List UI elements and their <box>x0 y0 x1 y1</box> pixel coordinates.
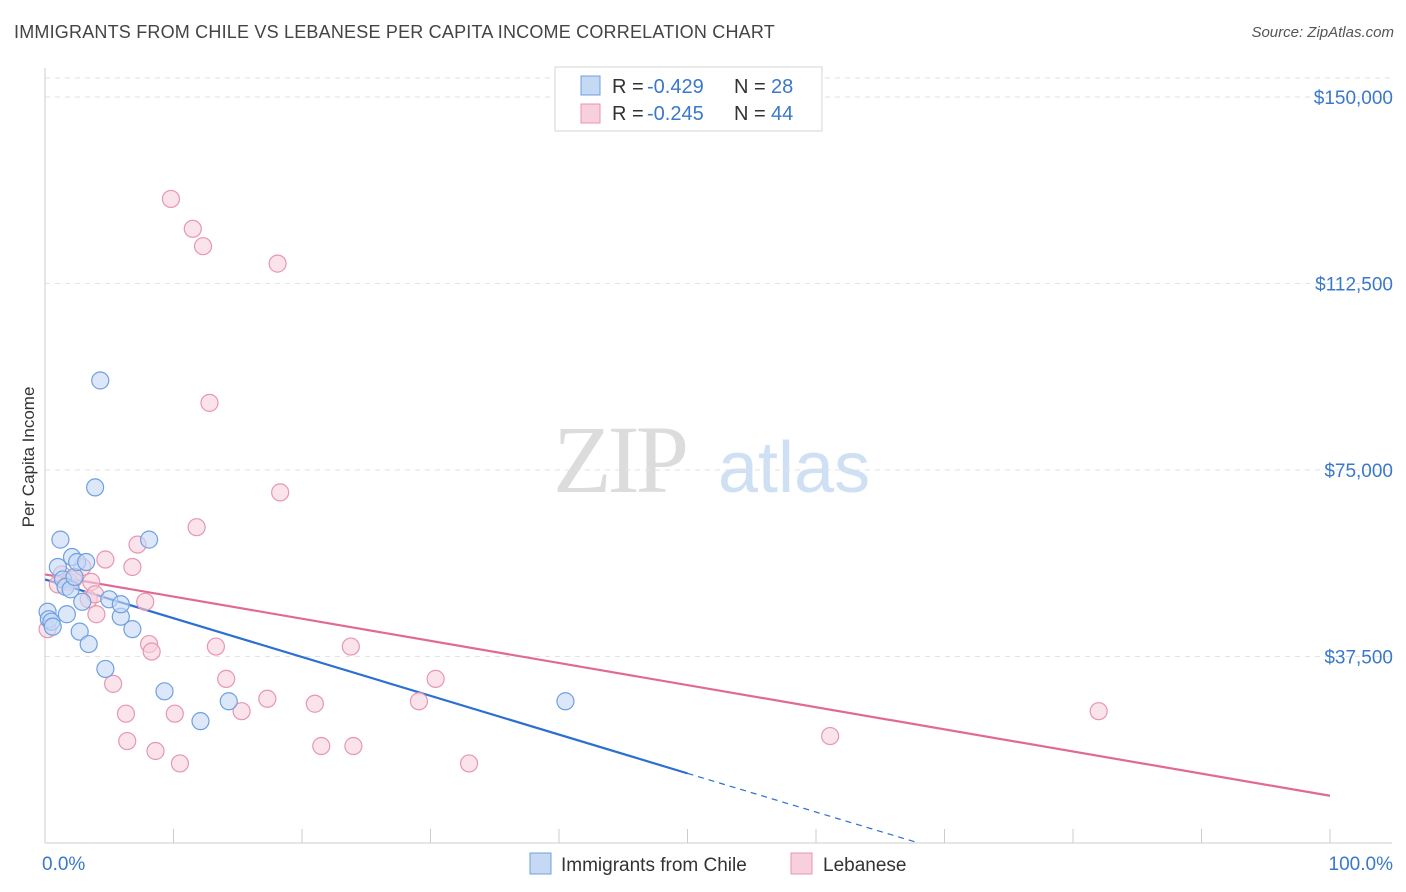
y-tick-label: $112,500 <box>1315 275 1393 296</box>
stats-legend: R = -0.429 N = 28 R = -0.245 N = 44 <box>554 66 823 132</box>
point-chile <box>65 567 84 587</box>
point-chile <box>219 692 238 711</box>
point-lebanese <box>118 731 137 751</box>
point-chile <box>556 692 575 711</box>
point-chile <box>139 530 159 549</box>
point-chile <box>70 622 89 641</box>
trend-line-chile <box>44 578 688 775</box>
legend-swatch-lebanese <box>580 103 601 124</box>
series-legend-label-chile: Immigrants from Chile <box>561 855 747 876</box>
point-lebanese <box>146 741 165 761</box>
point-lebanese <box>200 393 219 412</box>
point-chile <box>86 478 105 497</box>
series-legend-swatch-chile <box>529 852 552 875</box>
point-chile <box>155 682 174 701</box>
point-lebanese <box>170 754 190 773</box>
point-lebanese <box>217 669 236 688</box>
point-chile <box>79 634 98 654</box>
point-lebanese <box>123 557 142 577</box>
legend-r-value-chile: -0.429 <box>647 76 704 98</box>
point-lebanese <box>821 726 840 746</box>
trend-line-extension-chile <box>687 772 919 844</box>
point-chile <box>96 659 115 679</box>
chart-source: Source: ZipAtlas.com <box>1251 24 1394 41</box>
point-chile <box>57 605 76 624</box>
legend-n-value-chile: 28 <box>771 76 793 98</box>
point-lebanese <box>268 254 287 273</box>
point-lebanese <box>136 592 155 611</box>
point-chile <box>73 592 92 611</box>
point-lebanese <box>258 689 277 708</box>
axes <box>44 68 1392 844</box>
point-lebanese <box>96 550 115 569</box>
y-tick-label: $75,000 <box>1324 461 1393 482</box>
legend-r-label-lebanese: R = <box>612 103 644 125</box>
x-tick-label-max: 100.0% <box>1329 854 1394 875</box>
x-ticks <box>44 829 1331 843</box>
y-axis-label: Per Capita Income <box>19 387 38 528</box>
legend-r-value-lebanese: -0.245 <box>647 103 704 125</box>
y-tick-label: $150,000 <box>1314 88 1393 109</box>
legend-n-label-chile: N = <box>734 76 766 98</box>
point-chile <box>123 620 142 639</box>
y-tick-label: $37,500 <box>1324 648 1393 669</box>
point-chile <box>111 595 130 614</box>
point-lebanese <box>116 704 136 723</box>
point-lebanese <box>426 669 445 688</box>
point-lebanese <box>187 518 206 537</box>
watermark-zip: ZIP <box>553 406 686 513</box>
y-tick-labels: $37,500 $75,000 $112,500 $150,000 <box>1314 88 1393 669</box>
point-lebanese <box>206 637 226 656</box>
legend-swatch-chile <box>580 75 601 96</box>
point-lebanese <box>165 704 184 723</box>
point-lebanese <box>1089 702 1108 721</box>
data-points <box>38 189 1108 773</box>
point-chile <box>43 617 62 636</box>
point-lebanese <box>344 736 363 756</box>
point-lebanese <box>193 237 213 256</box>
legend-r-label-chile: R = <box>612 76 644 98</box>
point-lebanese <box>341 637 360 656</box>
point-lebanese <box>305 694 324 713</box>
point-lebanese <box>312 736 331 756</box>
point-lebanese <box>459 754 479 773</box>
point-lebanese <box>161 189 181 209</box>
series-legend: Immigrants from Chile Lebanese <box>529 852 906 876</box>
legend-n-value-lebanese: 44 <box>771 103 793 125</box>
point-lebanese <box>232 702 251 721</box>
series-legend-swatch-lebanese <box>790 852 813 875</box>
point-chile <box>77 552 96 572</box>
point-lebanese <box>409 692 429 711</box>
chart-title: IMMIGRANTS FROM CHILE VS LEBANESE PER CA… <box>14 22 775 42</box>
trend-lines <box>44 573 1331 844</box>
legend-n-label-lebanese: N = <box>734 103 766 125</box>
point-chile <box>91 371 110 390</box>
point-chile <box>51 530 70 549</box>
point-lebanese <box>271 483 290 502</box>
x-tick-label-min: 0.0% <box>42 854 85 875</box>
point-lebanese <box>142 642 161 661</box>
point-lebanese <box>104 674 123 693</box>
point-lebanese <box>87 605 106 624</box>
point-chile <box>191 712 210 731</box>
trend-line-lebanese <box>44 573 1331 797</box>
watermark-atlas: atlas <box>718 428 870 508</box>
grid <box>45 77 1392 657</box>
point-lebanese <box>183 219 202 238</box>
series-legend-label-lebanese: Lebanese <box>823 855 906 876</box>
